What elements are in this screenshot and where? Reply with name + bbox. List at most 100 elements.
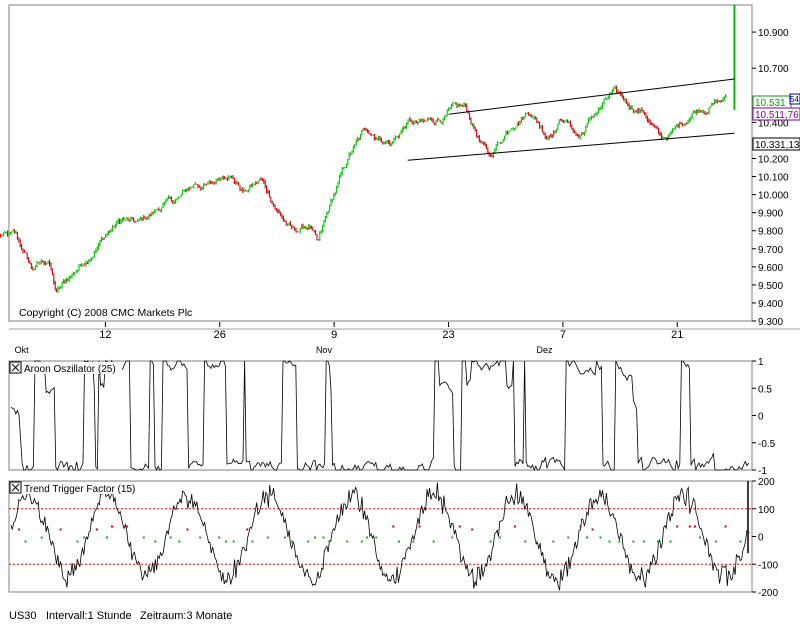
date-axis-label: 7 <box>560 329 566 341</box>
ttf-title-background <box>22 482 144 494</box>
ttf-buy-signal <box>328 540 331 543</box>
ttf-sell-signal <box>418 525 421 528</box>
aroon-axis-label: 0.5 <box>758 384 772 395</box>
ttf-sell-signal <box>513 525 516 528</box>
ttf-sell-signal <box>471 528 474 531</box>
price-axis-label: 9.900 <box>758 209 783 220</box>
price-axis-label: 9.700 <box>758 245 783 256</box>
aroon-title-background <box>22 362 122 374</box>
channel-price-label: 10.331,13 <box>755 140 800 151</box>
ttf-buy-signal <box>284 536 286 539</box>
status-period: Zeitraum:3 Monate <box>140 610 233 622</box>
month-label: Dez <box>537 345 554 355</box>
date-axis-label: 23 <box>442 329 454 341</box>
ttf-axis-label: 0 <box>758 533 764 544</box>
aroon-close-icon-stroke-b <box>11 363 20 372</box>
ttf-axis-label: 100 <box>758 505 775 516</box>
copyright-text: Copyright (C) 2008 CMC Markets Plc <box>19 307 192 319</box>
ttf-sell-signal <box>694 525 696 528</box>
ma-price-tag-box <box>752 107 800 121</box>
price-axis-label: 10.100 <box>758 173 789 184</box>
ttf-sell-signal <box>458 525 461 528</box>
ttf-buy-signal <box>739 540 742 543</box>
aroon-axis-label: 1 <box>758 357 764 368</box>
ttf-panel-frame <box>8 480 753 593</box>
ttf-buy-signal <box>251 540 254 543</box>
ttf-buy-signal <box>76 540 79 543</box>
ttf-sell-signal <box>111 525 113 528</box>
aroon-axis-label: -1 <box>758 466 767 477</box>
aroon-panel-frame <box>8 360 753 471</box>
ttf-close-icon-stroke-b <box>11 483 20 492</box>
price-series <box>0 85 727 293</box>
ttf-buy-signal <box>218 536 221 539</box>
ttf-buy-signal <box>632 540 635 543</box>
date-axis-label: 12 <box>99 329 111 341</box>
ttf-sell-signal <box>676 525 679 528</box>
ttf-buy-signal <box>178 540 181 543</box>
trend-channel-lower <box>407 132 735 161</box>
price-axis-label: 9.500 <box>758 281 783 292</box>
ttf-buy-signal <box>489 540 492 543</box>
ttf-sell-signal <box>724 525 727 528</box>
aroon-title: Aroon Oszillator (25) <box>24 364 116 375</box>
ttf-title: Trend Trigger Factor (15) <box>24 484 135 495</box>
ttf-sell-signal <box>186 528 189 531</box>
ttf-sell-signal <box>18 528 20 531</box>
price-panel-frame <box>8 4 753 322</box>
ttf-buy-signal <box>608 540 611 543</box>
ttf-buy-signal <box>40 536 43 539</box>
ttf-buy-signal <box>618 540 621 543</box>
current-price-label: 10.531 <box>755 98 786 109</box>
ttf-axis-label: 200 <box>758 477 775 488</box>
ttf-buy-signal <box>314 536 317 539</box>
ttf-buy-signal <box>432 540 435 543</box>
ttf-buy-signal <box>266 536 269 539</box>
chart-svg: 11.100 10.900 10.700 10.400 10.200 10.100 10.0… <box>0 0 800 599</box>
aroon-line <box>10 359 749 472</box>
ttf-sell-signal <box>125 525 128 528</box>
ttf-signals <box>18 525 742 543</box>
ttf-sell-signal <box>246 528 249 531</box>
trend-channel-upper <box>448 78 735 115</box>
ttf-axis-label: -100 <box>758 560 778 571</box>
price-axis-label: 10.000 <box>758 191 789 202</box>
ttf-buy-signal <box>534 540 537 543</box>
ttf-sell-signal <box>579 525 582 528</box>
price-axis-label: 11.100 <box>758 0 788 3</box>
ttf-buy-signal <box>105 536 108 539</box>
ttf-buy-signal <box>567 536 570 539</box>
ttf-buy-signal <box>360 540 363 543</box>
date-axis-label: 9 <box>331 329 337 341</box>
ttf-buy-signal <box>642 540 645 543</box>
ttf-buy-signal <box>398 540 400 543</box>
price-axis-label: 10.400 <box>758 118 789 129</box>
ttf-buy-signal <box>586 536 588 539</box>
status-interval: Intervall:1 Stunde <box>46 610 132 622</box>
status-bar: US30 Intervall:1 Stunde Zeitraum:3 Monat… <box>0 603 800 625</box>
ttf-buy-signal <box>499 536 502 539</box>
ttf-buy-signal <box>322 536 325 539</box>
date-axis-label: 21 <box>671 329 683 341</box>
price-axis-label: 10.900 <box>758 28 789 39</box>
ttf-sell-signal <box>591 528 594 531</box>
date-axis-label: 26 <box>214 329 226 341</box>
ttf-buy-signal <box>142 536 145 539</box>
ttf-buy-signal <box>154 540 157 543</box>
ttf-sell-signal <box>59 528 62 531</box>
ttf-buy-signal <box>412 540 415 543</box>
ttf-buy-signal <box>451 536 454 539</box>
ttf-line <box>10 482 750 591</box>
ttf-axis-label: -200 <box>758 588 778 599</box>
ttf-sell-signal <box>392 525 395 528</box>
ttf-buy-signal <box>307 540 310 543</box>
price-axis-label: 10.200 <box>758 154 789 165</box>
channel-price-tag-box <box>752 137 800 151</box>
ttf-buy-signal <box>524 540 527 543</box>
aroon-axis-label: 0 <box>758 412 764 423</box>
ttf-buy-signal <box>83 536 86 539</box>
ttf-buy-signal <box>169 536 172 539</box>
ttf-buy-signal <box>375 536 378 539</box>
price-axis-label: 9.400 <box>758 299 783 310</box>
